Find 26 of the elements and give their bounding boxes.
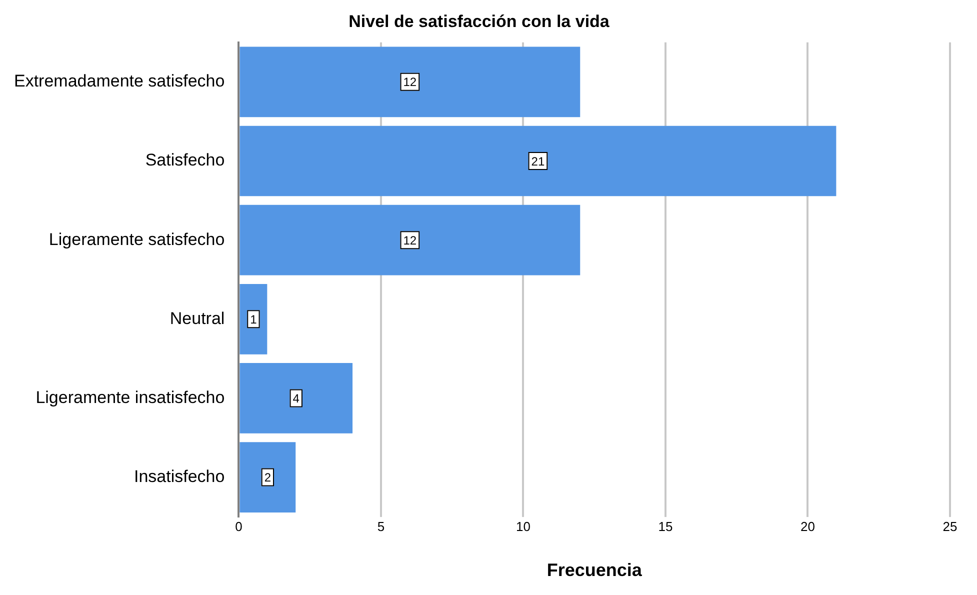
x-tick-label: 25: [942, 519, 958, 534]
chart-title: Nivel de satisfacción con la vida: [348, 12, 610, 31]
data-label: 2: [264, 470, 272, 485]
bar: [240, 363, 353, 434]
bar: [240, 204, 580, 276]
x-tick-label: 10: [516, 519, 530, 534]
bar: [240, 46, 580, 118]
y-tick-label: Extremadamente satisfecho: [14, 72, 225, 91]
x-axis-title: Frecuencia: [546, 560, 643, 580]
y-tick-label: Neutral: [170, 308, 225, 328]
x-tick-label: 20: [800, 519, 815, 534]
x-tick-label: 5: [377, 519, 385, 534]
bar: [240, 442, 296, 512]
x-tick-label: 0: [235, 519, 242, 534]
y-tick-label: Ligeramente satisfecho: [48, 230, 225, 249]
data-label: 12: [403, 75, 417, 90]
data-label: 4: [292, 392, 300, 406]
data-label: 12: [403, 233, 417, 248]
y-tick-label: Satisfecho: [145, 150, 225, 170]
y-tick-label: Insatisfecho: [134, 466, 225, 486]
y-tick-label: Ligeramente insatisfecho: [36, 388, 225, 407]
x-tick-label: 15: [658, 519, 673, 534]
bar: [240, 126, 836, 196]
data-label: 21: [531, 154, 545, 168]
bar: [240, 284, 268, 354]
data-label: 1: [250, 312, 258, 326]
